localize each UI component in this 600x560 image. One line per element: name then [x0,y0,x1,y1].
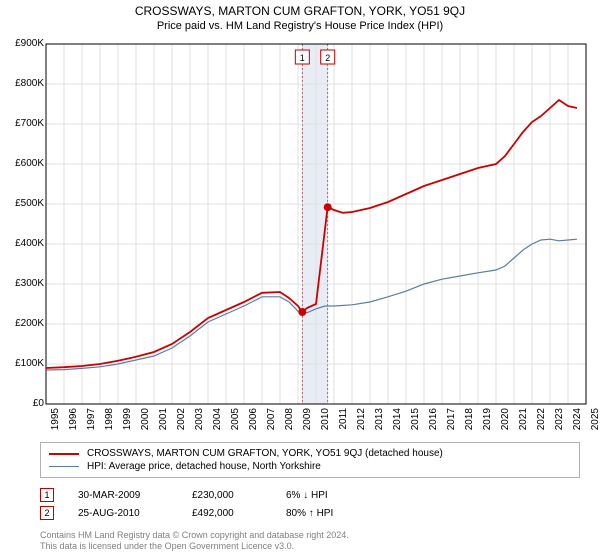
y-tick-label: £800K [2,78,44,89]
transaction-marker: 2 [40,506,54,520]
y-tick-label: £400K [2,238,44,249]
y-tick-label: £0 [2,398,44,409]
x-tick-label: 2023 [554,408,565,438]
x-tick-label: 2007 [266,408,277,438]
y-tick-label: £100K [2,358,44,369]
x-tick-label: 2002 [176,408,187,438]
transaction-date: 25-AUG-2010 [78,508,168,519]
x-tick-label: 2015 [410,408,421,438]
chart-container: CROSSWAYS, MARTON CUM GRAFTON, YORK, YO5… [0,0,600,560]
x-tick-label: 1997 [86,408,97,438]
footer-line-1: Contains HM Land Registry data © Crown c… [40,530,349,541]
legend-item: CROSSWAYS, MARTON CUM GRAFTON, YORK, YO5… [49,447,571,460]
svg-text:2: 2 [325,53,330,63]
transaction-pct: 80% ↑ HPI [286,508,333,519]
x-tick-label: 2018 [464,408,475,438]
y-tick-label: £700K [2,118,44,129]
transactions-table: 1 30-MAR-2009 £230,000 6% ↓ HPI 2 25-AUG-2010… [40,486,333,522]
x-tick-label: 2012 [356,408,367,438]
x-tick-label: 2016 [428,408,439,438]
x-tick-label: 2025 [590,408,600,438]
transaction-price: £492,000 [192,508,262,519]
chart-plot: 12 [0,0,600,440]
y-tick-label: £200K [2,318,44,329]
legend-swatch [49,453,79,455]
y-tick-label: £900K [2,38,44,49]
legend-item: HPI: Average price, detached house, Nort… [49,460,571,473]
x-tick-label: 2009 [302,408,313,438]
x-tick-label: 2020 [500,408,511,438]
x-tick-label: 2001 [158,408,169,438]
x-tick-label: 2011 [338,408,349,438]
x-tick-label: 2022 [536,408,547,438]
x-tick-label: 2010 [320,408,331,438]
y-tick-label: £300K [2,278,44,289]
transaction-row: 1 30-MAR-2009 £230,000 6% ↓ HPI [40,486,333,504]
y-tick-label: £600K [2,158,44,169]
x-tick-label: 2000 [140,408,151,438]
x-tick-label: 2019 [482,408,493,438]
legend-label: HPI: Average price, detached house, Nort… [87,461,321,472]
x-tick-label: 2003 [194,408,205,438]
y-tick-label: £500K [2,198,44,209]
transaction-price: £230,000 [192,490,262,501]
x-tick-label: 1999 [122,408,133,438]
x-tick-label: 2024 [572,408,583,438]
legend-swatch [49,466,79,467]
transaction-marker: 1 [40,488,54,502]
x-tick-label: 2005 [230,408,241,438]
transaction-date: 30-MAR-2009 [78,490,168,501]
transaction-pct: 6% ↓ HPI [286,490,328,501]
x-tick-label: 2013 [374,408,385,438]
x-tick-label: 2008 [284,408,295,438]
footer-line-2: This data is licensed under the Open Gov… [40,541,349,552]
x-tick-label: 2006 [248,408,259,438]
x-tick-label: 2017 [446,408,457,438]
legend: CROSSWAYS, MARTON CUM GRAFTON, YORK, YO5… [40,442,580,478]
transaction-row: 2 25-AUG-2010 £492,000 80% ↑ HPI [40,504,333,522]
x-tick-label: 2004 [212,408,223,438]
svg-text:1: 1 [300,53,305,63]
legend-label: CROSSWAYS, MARTON CUM GRAFTON, YORK, YO5… [87,448,443,459]
x-tick-label: 2014 [392,408,403,438]
x-tick-label: 1996 [68,408,79,438]
x-tick-label: 1998 [104,408,115,438]
footer-attribution: Contains HM Land Registry data © Crown c… [40,530,349,552]
x-tick-label: 1995 [50,408,61,438]
x-tick-label: 2021 [518,408,529,438]
